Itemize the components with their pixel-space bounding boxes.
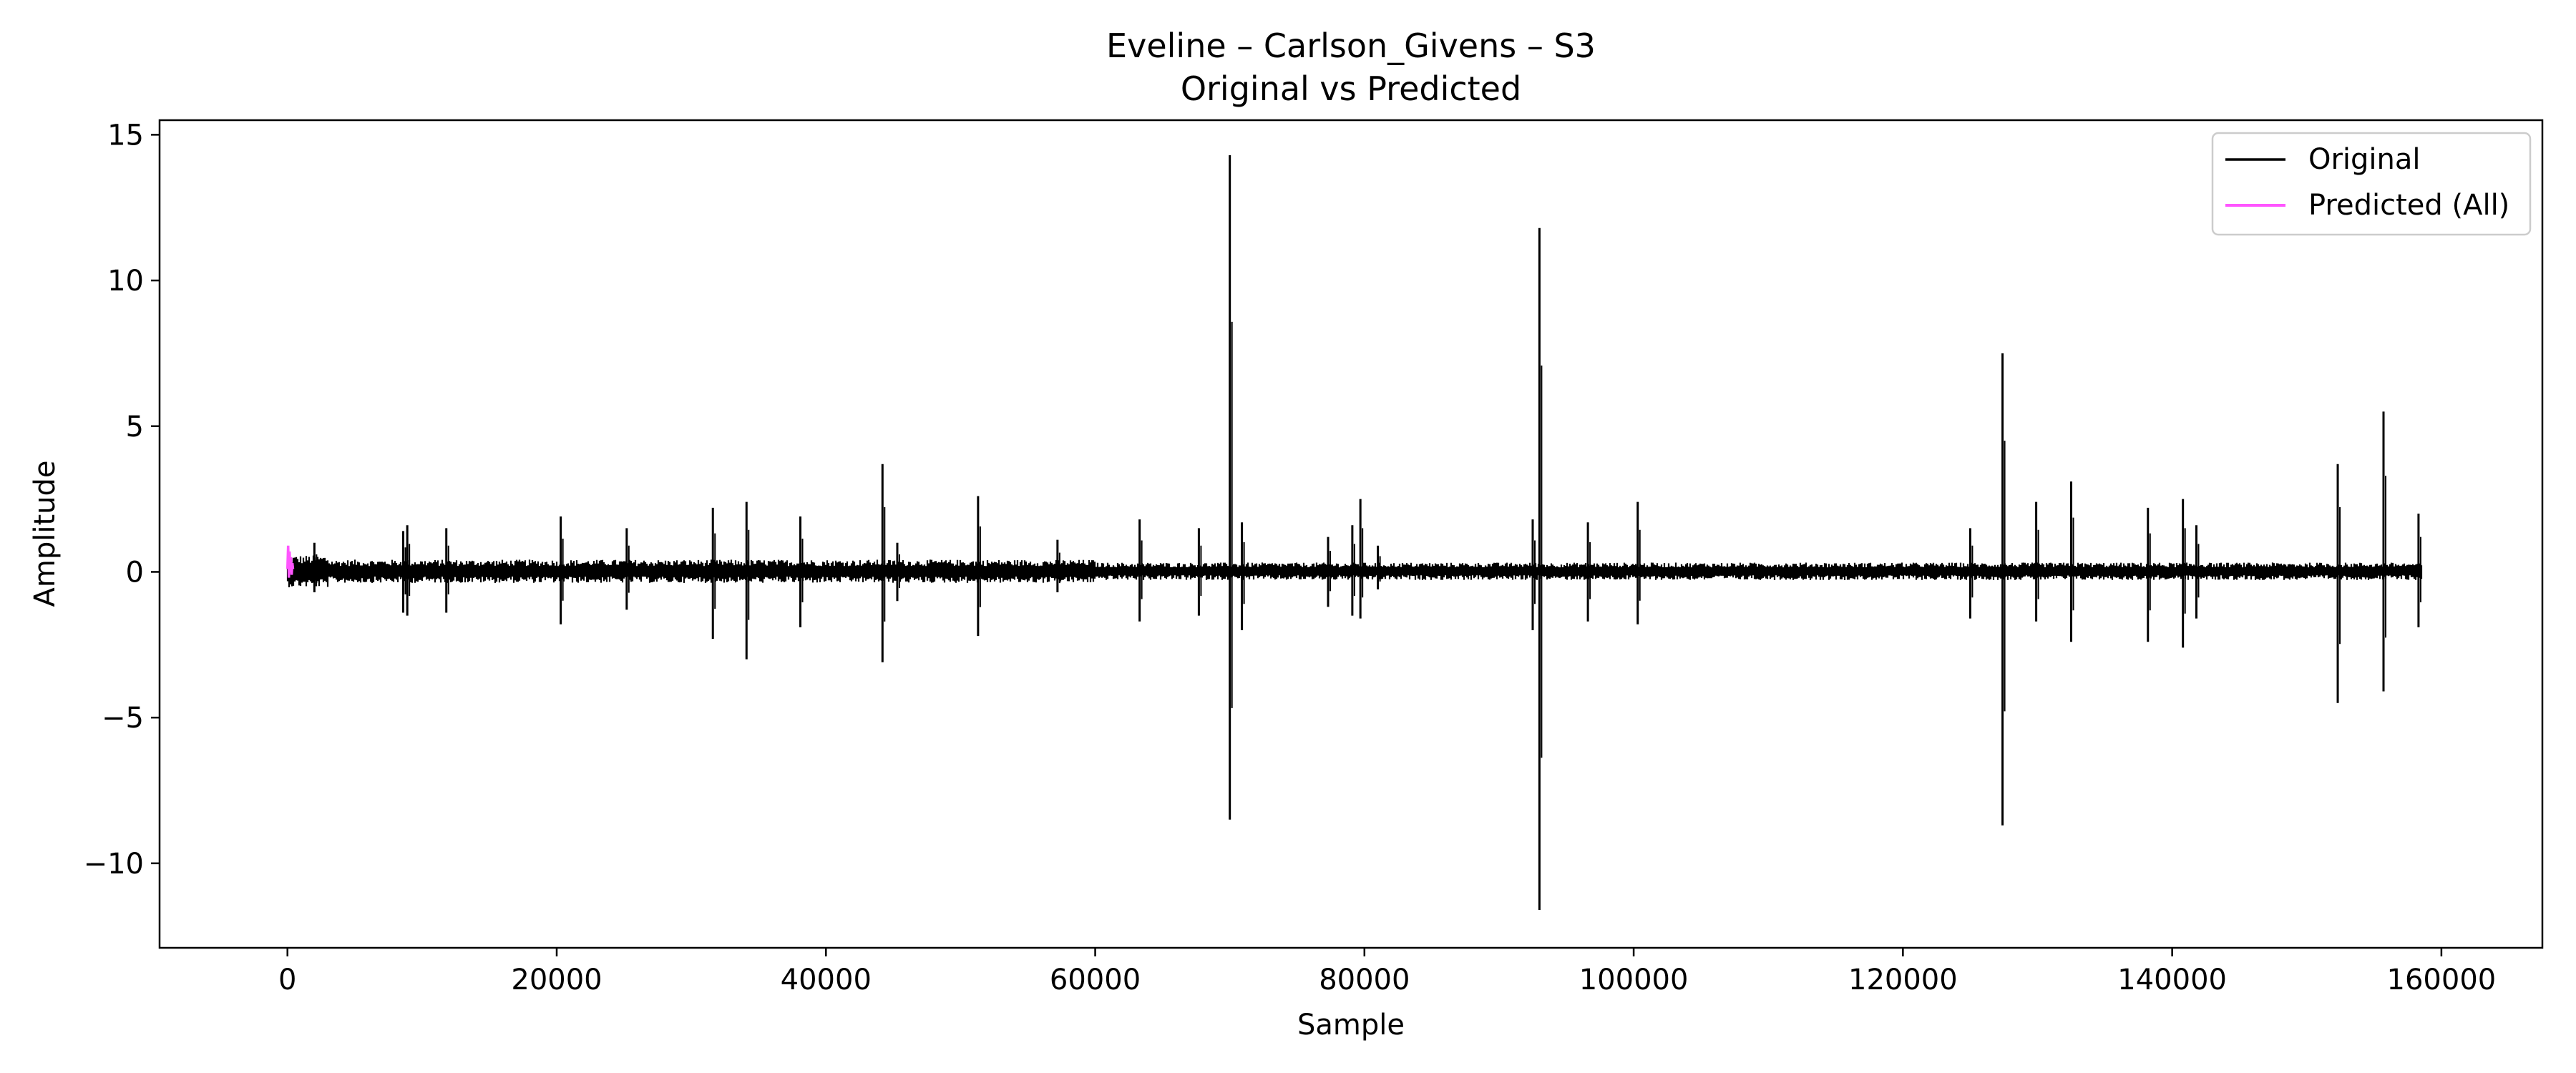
y-tick-label: −10	[84, 848, 144, 881]
legend: Original Predicted (All)	[2211, 132, 2532, 236]
y-axis: −10 −5 0 5 10 15	[84, 119, 160, 881]
x-tick-label: 140000	[2117, 964, 2227, 996]
chart-title: Eveline – Carlson_Givens – S3	[1106, 26, 1596, 65]
y-tick-label: 10	[107, 265, 144, 298]
x-tick-label: 120000	[1848, 964, 1958, 996]
x-axis-label: Sample	[1297, 1009, 1405, 1042]
y-tick-label: 5	[126, 411, 144, 444]
legend-label-predicted: Predicted (All)	[2308, 189, 2509, 222]
legend-label-original: Original	[2308, 143, 2421, 176]
x-tick-label: 80000	[1319, 964, 1410, 996]
y-axis-label: Amplitude	[29, 461, 62, 607]
y-tick-label: 0	[126, 556, 144, 589]
series-predicted-line	[286, 545, 295, 578]
y-tick-label: −5	[102, 702, 144, 735]
plot-frame	[158, 119, 2544, 949]
x-tick-label: 100000	[1579, 964, 1689, 996]
x-tick-label: 0	[278, 964, 296, 996]
x-tick-label: 60000	[1050, 964, 1141, 996]
x-tick-label: 40000	[781, 964, 872, 996]
x-tick-label: 20000	[511, 964, 602, 996]
y-tick-label: 15	[107, 119, 144, 152]
series-layer	[286, 155, 2423, 911]
legend-box	[2211, 132, 2532, 236]
x-tick-label: 160000	[2387, 964, 2497, 996]
chart-subtitle: Original vs Predicted	[1181, 69, 1521, 108]
plot-area	[158, 119, 2544, 949]
x-axis: 0 20000 40000 60000 80000 100000 120000 140000 1…	[278, 948, 2496, 996]
